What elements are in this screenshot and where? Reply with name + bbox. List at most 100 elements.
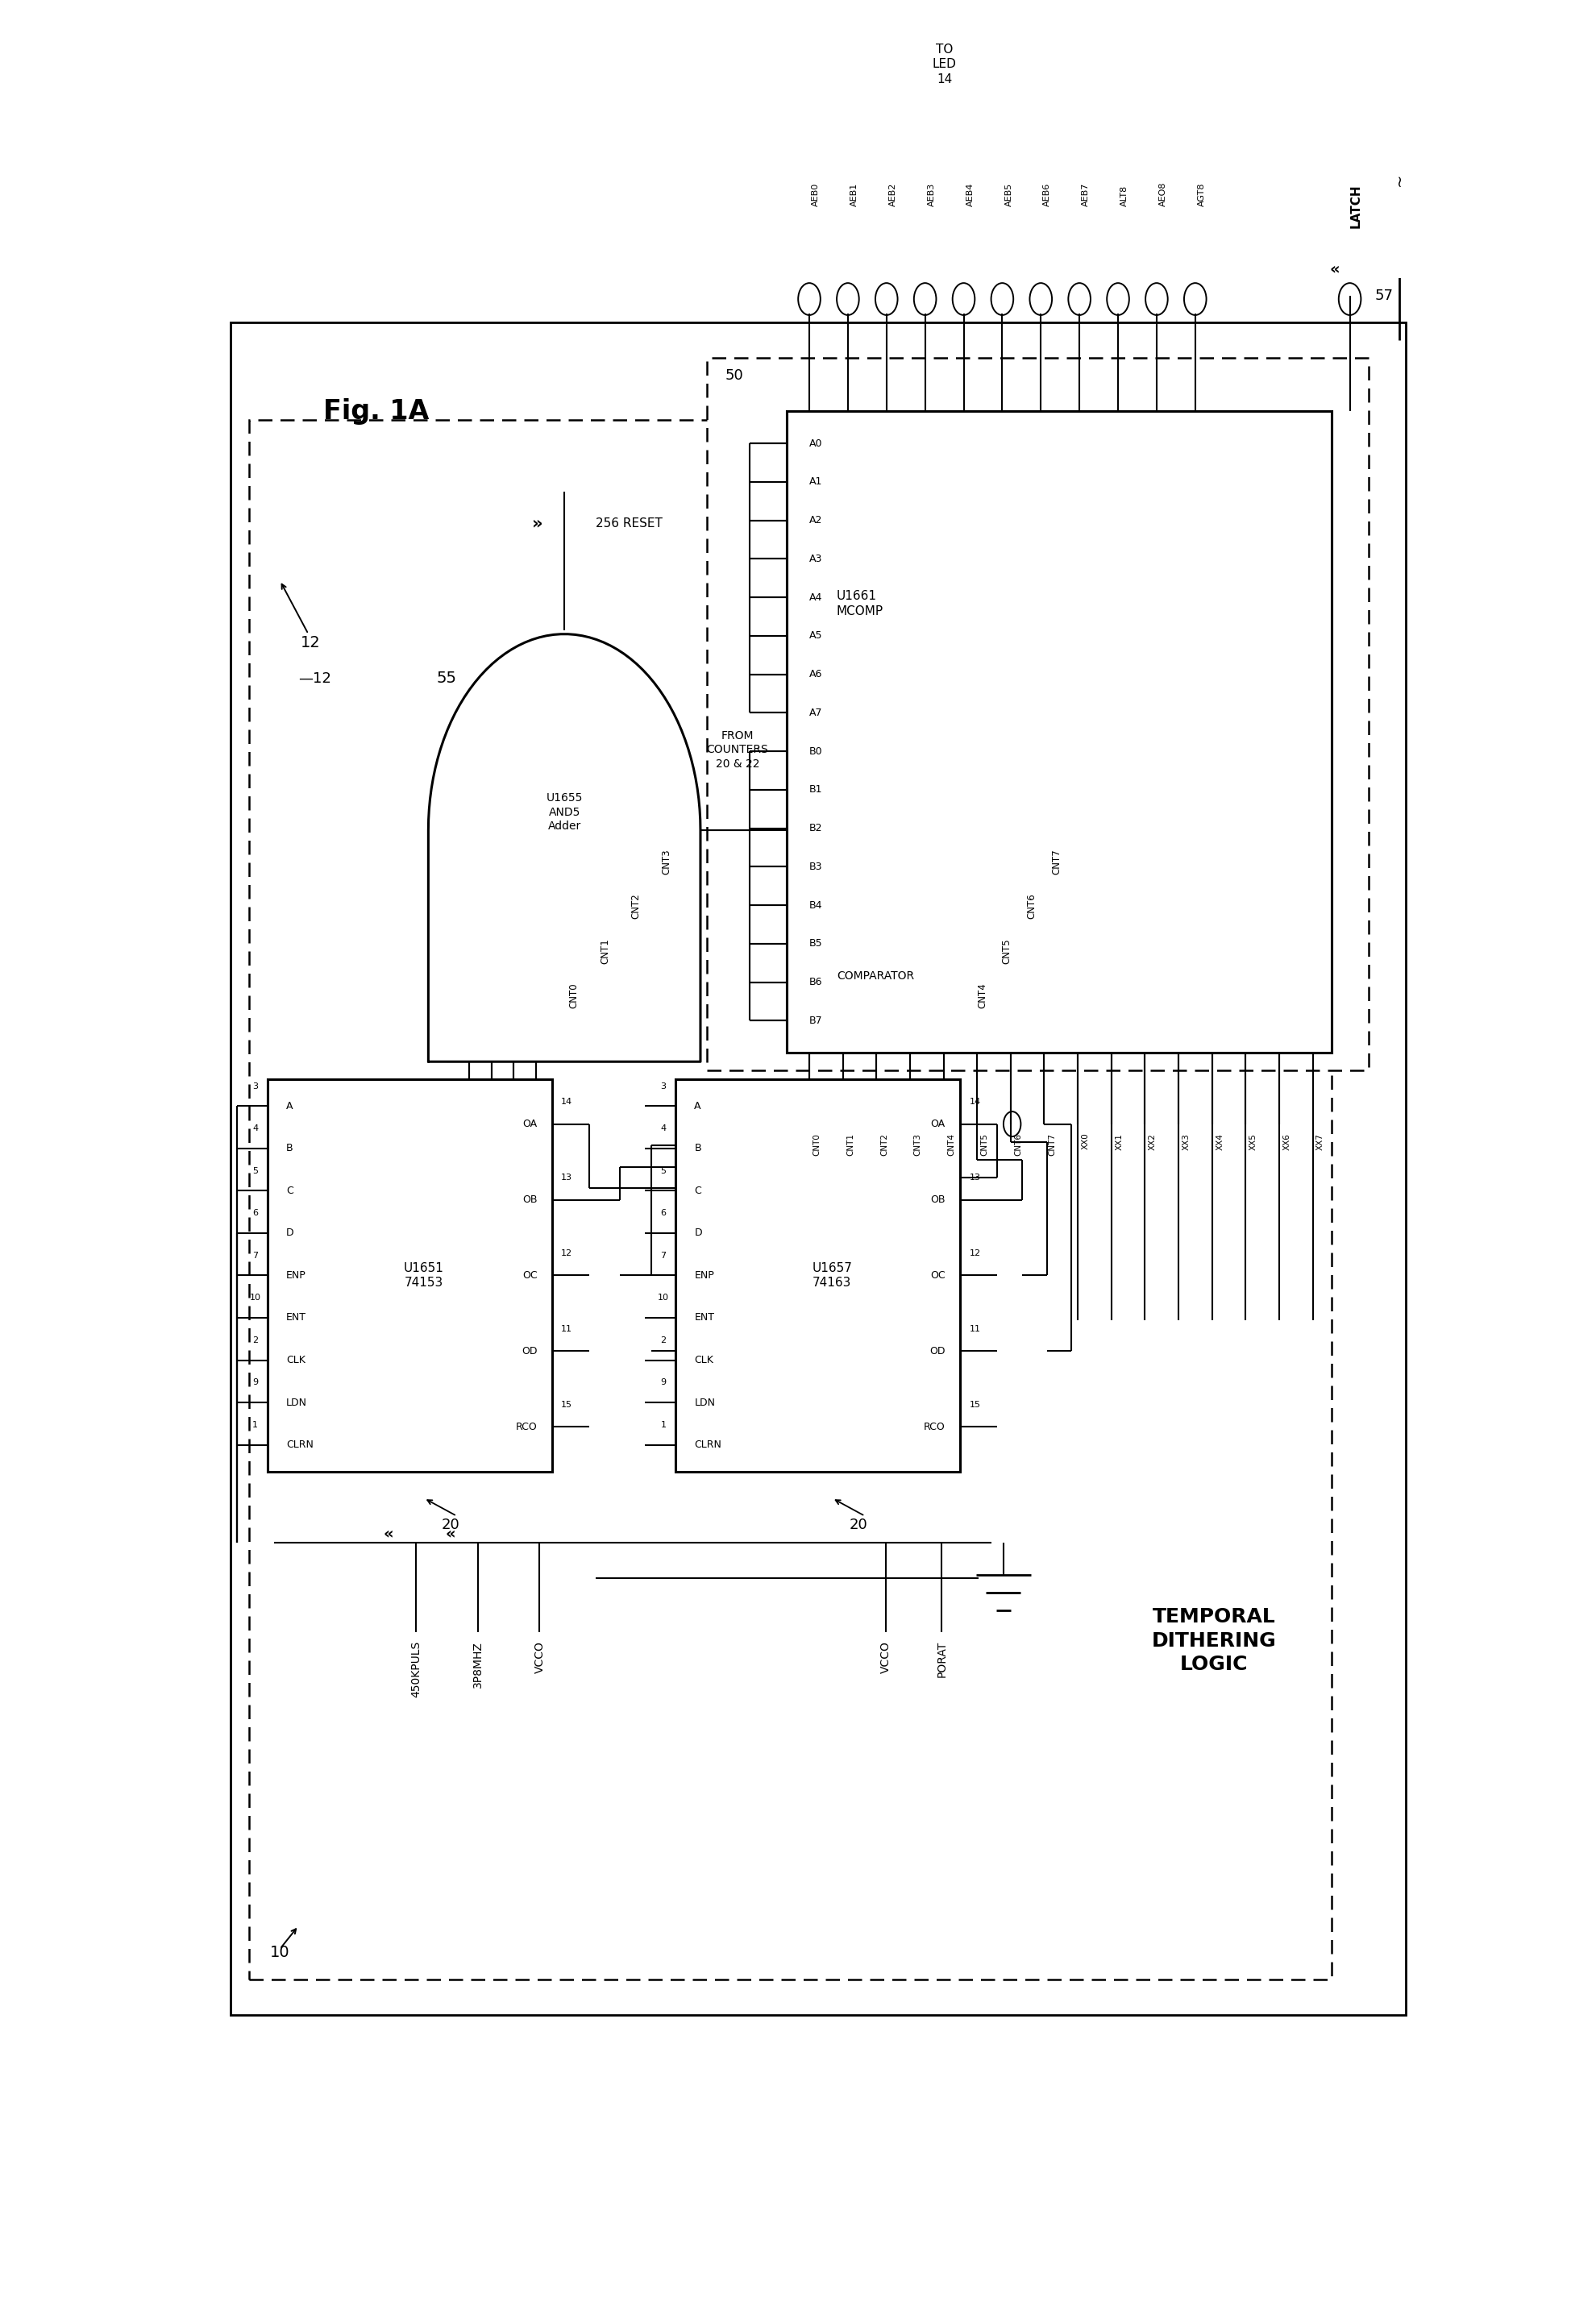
Text: B2: B2: [809, 824, 822, 833]
Text: CNT5: CNT5: [1002, 937, 1012, 963]
Text: 11: 11: [969, 1326, 980, 1333]
Text: Fig. 1A: Fig. 1A: [322, 398, 429, 423]
Text: ENP: ENP: [286, 1270, 306, 1280]
Text: 7: 7: [661, 1252, 666, 1259]
Text: OB: OB: [930, 1194, 945, 1206]
Text: OA: OA: [930, 1118, 945, 1129]
Bar: [787, 412, 1331, 1053]
Text: OD: OD: [929, 1347, 945, 1356]
Text: 14: 14: [969, 1099, 980, 1106]
Text: 15: 15: [969, 1400, 980, 1409]
Text: CNT4: CNT4: [948, 1134, 956, 1155]
Text: A3: A3: [809, 553, 822, 565]
Bar: [675, 1078, 961, 1472]
Text: CNT3: CNT3: [661, 849, 672, 875]
Text: COMPARATOR: COMPARATOR: [836, 970, 915, 981]
Text: 5: 5: [252, 1166, 259, 1176]
Text: A: A: [286, 1101, 294, 1111]
Text: AEB1: AEB1: [851, 183, 859, 206]
Text: RCO: RCO: [516, 1421, 538, 1432]
Text: CNT0: CNT0: [568, 983, 579, 1009]
Text: 10: 10: [658, 1294, 669, 1303]
Text: 3P8MHZ: 3P8MHZ: [472, 1641, 484, 1687]
Text: 4: 4: [661, 1125, 666, 1132]
Text: OC: OC: [522, 1270, 538, 1280]
Text: 14: 14: [562, 1099, 573, 1106]
Text: 1: 1: [661, 1421, 666, 1428]
Text: 15: 15: [562, 1400, 573, 1409]
Text: CNT5: CNT5: [982, 1134, 990, 1155]
Text: PORAT: PORAT: [935, 1641, 948, 1678]
Text: AEB3: AEB3: [927, 183, 935, 206]
Text: 20: 20: [849, 1518, 868, 1532]
Text: D: D: [694, 1229, 702, 1238]
Text: 6: 6: [252, 1208, 259, 1217]
Text: ENP: ENP: [694, 1270, 715, 1280]
Text: ALT8: ALT8: [1120, 185, 1128, 206]
Text: 4: 4: [252, 1125, 259, 1132]
Text: 256 RESET: 256 RESET: [595, 518, 662, 530]
Text: AEB7: AEB7: [1082, 183, 1090, 206]
Text: XX5: XX5: [1250, 1134, 1258, 1150]
Bar: [707, 359, 1368, 1071]
Text: C: C: [694, 1185, 701, 1196]
Text: AEB5: AEB5: [1005, 183, 1013, 206]
Text: 450KPULS: 450KPULS: [410, 1641, 421, 1698]
Text: —12: —12: [298, 671, 332, 685]
Polygon shape: [428, 634, 701, 1062]
Text: 5: 5: [661, 1166, 666, 1176]
Text: A4: A4: [809, 592, 822, 602]
Text: 13: 13: [969, 1173, 980, 1182]
Text: AGT8: AGT8: [1197, 183, 1205, 206]
Text: XX6: XX6: [1283, 1134, 1291, 1150]
Text: A6: A6: [809, 669, 822, 680]
Text: CNT2: CNT2: [879, 1134, 889, 1155]
Text: B0: B0: [809, 745, 822, 757]
Text: VCCO: VCCO: [535, 1641, 546, 1673]
Text: VCCO: VCCO: [881, 1641, 892, 1673]
Text: 55: 55: [437, 671, 456, 687]
Text: LDN: LDN: [694, 1398, 715, 1407]
Text: 9: 9: [661, 1379, 666, 1386]
Text: B7: B7: [809, 1016, 822, 1025]
Text: 12: 12: [562, 1250, 573, 1259]
Text: A5: A5: [809, 632, 822, 641]
Text: B3: B3: [809, 861, 822, 872]
Text: AEB2: AEB2: [889, 183, 897, 206]
Text: 50: 50: [725, 368, 744, 382]
Text: A1: A1: [809, 477, 822, 488]
Text: 57: 57: [1376, 289, 1393, 303]
Text: A7: A7: [809, 708, 822, 717]
Text: 9: 9: [252, 1379, 259, 1386]
Text: 12: 12: [969, 1250, 980, 1259]
Text: OA: OA: [522, 1118, 538, 1129]
Text: 3: 3: [252, 1083, 259, 1090]
Bar: [249, 421, 1331, 1978]
Text: AEB4: AEB4: [966, 183, 974, 206]
Text: 7: 7: [252, 1252, 259, 1259]
Text: U1655
AND5
Adder: U1655 AND5 Adder: [546, 794, 583, 831]
Text: CNT1: CNT1: [600, 937, 610, 963]
Text: OD: OD: [522, 1347, 538, 1356]
Text: LDN: LDN: [286, 1398, 306, 1407]
Text: A2: A2: [809, 516, 822, 525]
Text: XX1: XX1: [1116, 1134, 1124, 1150]
Text: B: B: [286, 1143, 294, 1155]
Text: OB: OB: [522, 1194, 538, 1206]
Text: A0: A0: [809, 437, 822, 449]
Text: CNT0: CNT0: [812, 1134, 820, 1155]
Text: XX7: XX7: [1317, 1134, 1325, 1150]
Text: «: «: [445, 1527, 456, 1541]
Text: 2: 2: [661, 1335, 666, 1344]
Text: 13: 13: [562, 1173, 573, 1182]
Text: 2: 2: [252, 1335, 259, 1344]
Text: XX3: XX3: [1183, 1134, 1191, 1150]
Text: B: B: [694, 1143, 701, 1155]
Text: CLK: CLK: [286, 1356, 305, 1365]
Text: B4: B4: [809, 900, 822, 909]
Text: CNT4: CNT4: [977, 983, 988, 1009]
Text: U1657
74163: U1657 74163: [812, 1261, 852, 1289]
Text: B5: B5: [809, 939, 822, 949]
Text: 11: 11: [562, 1326, 573, 1333]
Text: «: «: [1329, 261, 1341, 275]
